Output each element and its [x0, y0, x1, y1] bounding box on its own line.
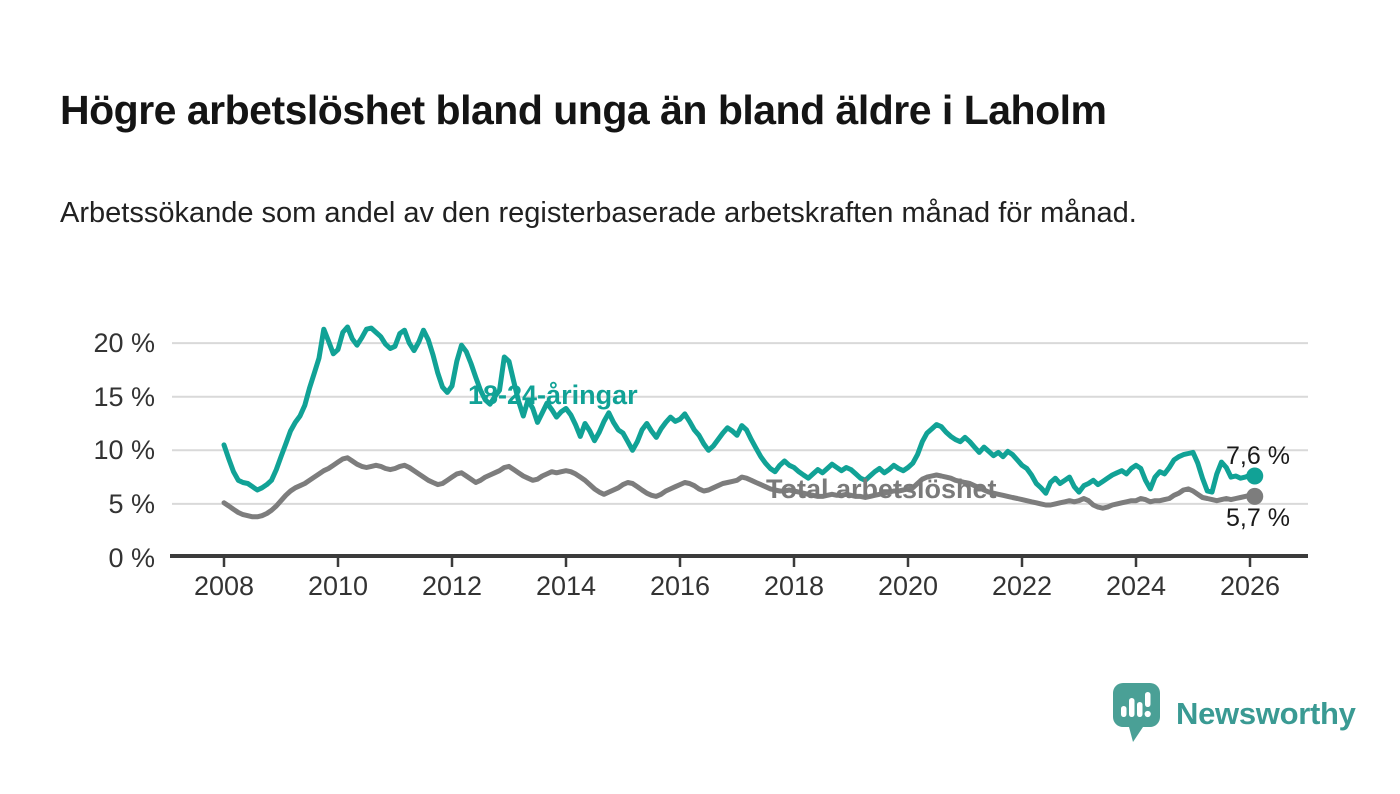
x-axis: [170, 554, 1308, 567]
y-tick-label: 5 %: [108, 488, 155, 519]
bar-chart-speech-bubble-icon: [1113, 683, 1160, 742]
x-tick-label: 2022: [991, 571, 1053, 601]
series-label-18-24: 18-24-åringar: [468, 380, 638, 410]
x-tick-label: 2008: [193, 571, 255, 601]
series-line-18-24: [221, 324, 1258, 496]
x-tick-label: 2018: [763, 571, 825, 601]
x-tick-label: 2010: [307, 571, 369, 601]
x-tick-label: 2020: [877, 571, 939, 601]
end-value-label-18-24: 7,6 %: [1226, 442, 1290, 470]
x-tick-label: 2016: [649, 571, 711, 601]
end-dot-18-24: [1246, 467, 1264, 485]
chart-subtitle: Arbetssökande som andel av den registerb…: [60, 197, 1137, 229]
x-tick-label: 2014: [535, 571, 597, 601]
newsworthy-logo: Newsworthy: [1112, 682, 1356, 746]
series-label-total: Total arbetslöshet: [766, 474, 997, 504]
y-tick-label: 0 %: [108, 542, 155, 573]
logo-wordmark: Newsworthy: [1176, 696, 1356, 731]
x-tick-label: 2026: [1219, 571, 1281, 601]
series-line-total: [221, 455, 1258, 520]
end-dot-total: [1246, 487, 1264, 505]
series-lines: [221, 324, 1258, 520]
y-tick-label: 15 %: [93, 381, 155, 412]
x-tick-label: 2024: [1105, 571, 1167, 601]
y-tick-label: 20 %: [93, 328, 155, 359]
page-title: Högre arbetslöshet bland unga än bland ä…: [60, 87, 1107, 134]
y-tick-label: 10 %: [93, 435, 155, 466]
end-value-label-total: 5,7 %: [1226, 504, 1290, 532]
x-tick-label: 2012: [421, 571, 483, 601]
series-end-dots: [1246, 467, 1264, 505]
